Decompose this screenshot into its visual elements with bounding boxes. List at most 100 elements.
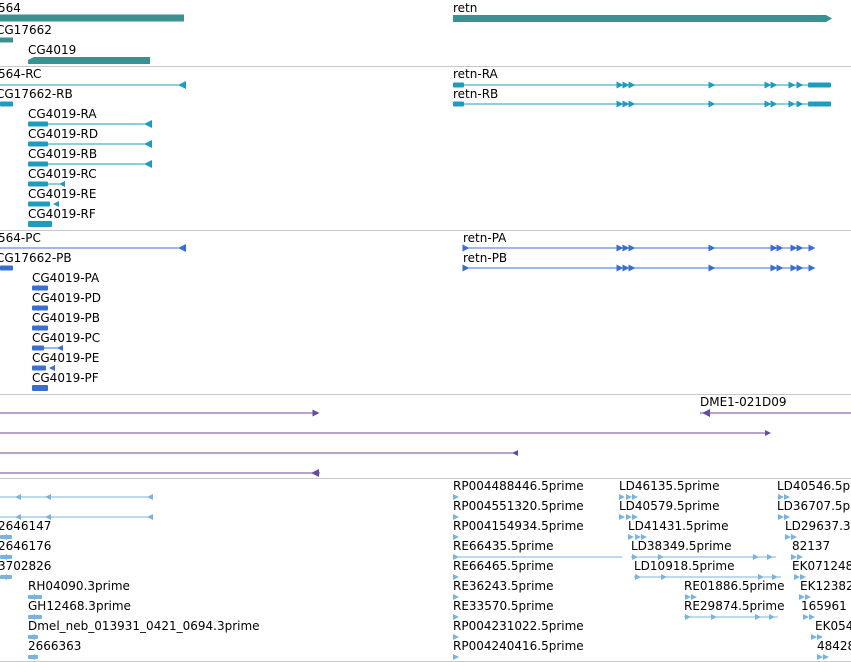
gene-feature-564[interactable]	[0, 14, 184, 22]
est-label: RP004488446.5prime	[453, 479, 584, 493]
strand-arrow	[1, 554, 7, 560]
strand-arrow	[808, 264, 816, 272]
strand-arrow	[33, 285, 39, 291]
est-label: LD41431.5prime	[628, 519, 729, 533]
strand-arrow	[53, 201, 59, 207]
strand-arrow	[811, 634, 817, 640]
protein-label: retn-PB	[463, 251, 507, 265]
strand-arrow	[616, 100, 624, 108]
exon-block	[453, 101, 464, 107]
strand-arrow	[453, 614, 459, 620]
est-label: EK12382	[800, 579, 851, 593]
strand-arrow	[453, 534, 459, 540]
strand-arrow	[790, 264, 798, 272]
strand-arrow	[45, 494, 51, 500]
strand-arrow	[803, 614, 809, 620]
strand-arrow	[794, 574, 800, 580]
strand-arrow	[788, 81, 796, 89]
strand-arrow	[708, 264, 716, 272]
protein-label: retn-PA	[463, 231, 507, 245]
strand-arrow	[772, 574, 778, 580]
strand-arrow	[616, 81, 624, 89]
strand-arrow	[770, 100, 778, 108]
strand-arrow	[791, 534, 797, 540]
strand-arrow	[708, 244, 716, 252]
strand-arrow	[453, 514, 459, 520]
strand-arrow	[616, 244, 624, 252]
est-label: RP004154934.5prime	[453, 519, 584, 533]
strand-arrow	[619, 514, 625, 520]
strand-arrow	[619, 494, 625, 500]
strand-arrow	[767, 554, 773, 560]
strand-arrow	[791, 554, 797, 560]
protein-label: CG4019-PA	[32, 271, 100, 285]
strand-arrow	[622, 244, 630, 252]
exon-block	[32, 365, 46, 371]
gene-feature-cg17662[interactable]	[0, 37, 13, 43]
gene-feature-cg4019[interactable]	[28, 57, 150, 64]
strand-arrow	[144, 160, 152, 168]
strand-arrow	[147, 494, 153, 500]
strand-arrow	[462, 264, 470, 272]
strand-arrow	[770, 264, 778, 272]
strand-arrow	[512, 450, 518, 456]
strand-arrow	[635, 574, 641, 580]
est-label: 165961	[801, 599, 847, 613]
strand-arrow	[29, 634, 35, 640]
transcript-label: CG17662-RB	[0, 87, 73, 101]
strand-arrow	[758, 574, 764, 580]
strand-arrow	[770, 244, 778, 252]
gene-label: CG17662	[0, 23, 52, 37]
strand-arrow	[796, 100, 804, 108]
strand-arrow	[823, 654, 829, 660]
strand-arrow	[49, 365, 55, 371]
est-label: EK054	[815, 619, 851, 633]
strand-arrow	[1, 574, 7, 580]
strand-arrow	[15, 494, 21, 500]
est-label: LD36707.5prime	[777, 499, 851, 513]
strand-arrow	[788, 100, 796, 108]
exon-block	[28, 161, 48, 167]
est-label: LD29637.3	[785, 519, 851, 533]
transcript-label: retn-RB	[453, 87, 498, 101]
strand-arrow	[622, 100, 630, 108]
strand-arrow	[311, 469, 319, 477]
exon-block	[28, 121, 48, 127]
strand-arrow	[635, 534, 641, 540]
gene-label: CG4019	[28, 43, 76, 57]
strand-arrow	[800, 574, 806, 580]
est-label: LD38349.5prime	[631, 539, 732, 553]
est-label: EK071248	[792, 559, 851, 573]
protein-label: CG17662-PB	[0, 251, 72, 265]
strand-arrow	[144, 120, 152, 128]
est-label: RH04090.3prime	[28, 579, 130, 593]
strand-arrow	[711, 614, 717, 620]
transcript-label: CG4019-RF	[28, 207, 96, 221]
exon-block	[32, 385, 48, 391]
strand-arrow	[59, 181, 65, 187]
strand-arrow	[1, 534, 7, 540]
est-label: RP004231022.5prime	[453, 619, 584, 633]
strand-arrow	[797, 554, 803, 560]
strand-arrow	[632, 514, 638, 520]
strand-arrow	[685, 614, 691, 620]
strand-arrow	[628, 264, 636, 272]
strand-arrow	[685, 594, 691, 600]
strand-arrow	[453, 594, 459, 600]
strand-arrow	[785, 534, 791, 540]
strand-arrow	[764, 100, 772, 108]
strand-arrow	[178, 244, 186, 252]
strand-arrow	[769, 614, 775, 620]
est-label: RE01886.5prime	[684, 579, 785, 593]
est-label: 2666363	[28, 639, 81, 653]
exon-block	[28, 181, 48, 187]
strand-arrow	[453, 574, 459, 580]
strand-arrow	[784, 514, 790, 520]
transcript-label: CG4019-RA	[28, 107, 97, 121]
strand-arrow	[755, 614, 761, 620]
protein-label: CG4019-PB	[32, 311, 100, 325]
strand-arrow	[817, 654, 823, 660]
transcript-label: CG4019-RC	[28, 167, 97, 181]
gene-feature-retn[interactable]	[453, 15, 832, 22]
